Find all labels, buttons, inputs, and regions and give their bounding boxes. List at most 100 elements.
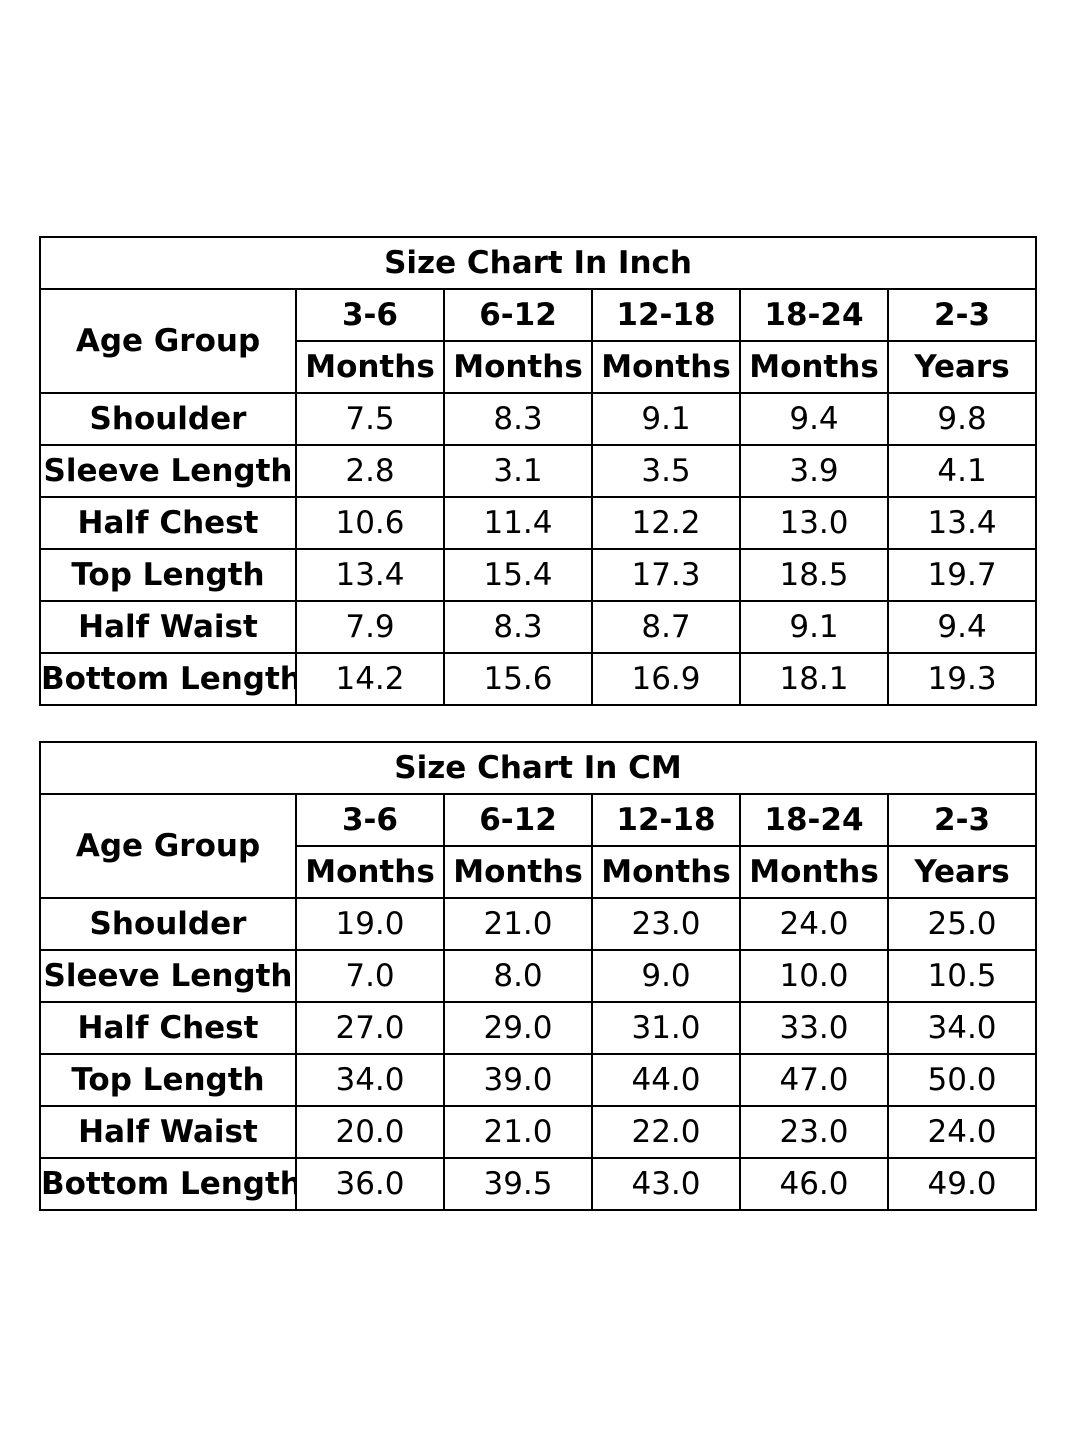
table-cell: 22.0 [591,1105,741,1159]
row-label: Top Length [39,1053,297,1107]
column-header-top: 3-6 [295,288,445,342]
table-cell: 7.5 [295,392,445,446]
table-cell: 3.5 [591,444,741,498]
table-cell: 2.8 [295,444,445,498]
table-row: Bottom Length 36.0 39.5 43.0 46.0 49.0 [39,1157,1038,1211]
table-cell: 8.3 [443,392,593,446]
table-cell: 47.0 [739,1053,889,1107]
table-cell: 14.2 [295,652,445,706]
table-row: Top Length 13.4 15.4 17.3 18.5 19.7 [39,548,1038,602]
column-header-top: 2-3 [886,793,1038,847]
column-header-bottom: Months [295,845,445,899]
table-cell: 17.3 [591,548,741,602]
table-row: Sleeve Length 7.0 8.0 9.0 10.0 10.5 [39,949,1038,1003]
row-label: Shoulder [39,392,297,446]
column-header-top: 6-12 [443,793,593,847]
table-row: Top Length 34.0 39.0 44.0 47.0 50.0 [39,1053,1038,1107]
table-cell: 9.1 [739,600,889,654]
size-chart-cm-body: Size Chart In CM Age Group 3-6 6-12 12-1… [38,741,1038,1211]
table-cell: 16.9 [591,652,741,706]
size-chart-inch-body: Size Chart In Inch Age Group 3-6 6-12 12… [38,236,1038,706]
table-cell: 13.0 [739,496,889,550]
table-cell: 3.1 [443,444,593,498]
column-header-bottom: Months [739,845,889,899]
table-cell: 13.4 [886,496,1038,550]
header-row: Age Group 3-6 6-12 12-18 18-24 2-3 [39,793,1038,899]
column-header-top: 12-18 [591,793,741,847]
table-cell: 9.4 [886,600,1038,654]
column-header-bottom: Months [443,340,593,394]
table-cell: 23.0 [591,897,741,951]
table-title-row: Size Chart In Inch [38,236,1038,290]
table-cell: 12.2 [591,496,741,550]
table-row: Half Chest 10.6 11.4 12.2 13.0 13.4 [39,496,1038,550]
size-chart-inch-table: Size Chart In Inch Age Group 3-6 6-12 12… [38,236,1038,706]
table-cell: 18.1 [739,652,889,706]
table-cell: 18.5 [739,548,889,602]
table-cell: 3.9 [739,444,889,498]
table-cell: 34.0 [295,1053,445,1107]
table-title: Size Chart In Inch [38,236,1038,290]
table-cell: 43.0 [591,1157,741,1211]
column-header-top: 6-12 [443,288,593,342]
column-header-bottom: Months [739,340,889,394]
column-header-top: 2-3 [886,288,1038,342]
table-row: Shoulder 19.0 21.0 23.0 24.0 25.0 [39,897,1038,951]
table-cell: 8.3 [443,600,593,654]
table-cell: 15.4 [443,548,593,602]
table-cell: 8.0 [443,949,593,1003]
table-cell: 10.5 [886,949,1038,1003]
row-label: Half Chest [39,496,297,550]
table-cell: 8.7 [591,600,741,654]
age-group-header: Age Group [39,288,297,394]
row-label: Bottom Length [39,1157,297,1211]
table-row: Shoulder 7.5 8.3 9.1 9.4 9.8 [39,392,1038,446]
table-row: Half Waist 20.0 21.0 22.0 23.0 24.0 [39,1105,1038,1159]
table-cell: 10.0 [739,949,889,1003]
table-cell: 9.1 [591,392,741,446]
table-cell: 39.0 [443,1053,593,1107]
header-row-sub: Months Months Months Months Years [40,340,1038,394]
table-cell: 23.0 [739,1105,889,1159]
table-cell: 7.0 [295,949,445,1003]
table-cell: 10.6 [295,496,445,550]
column-header-bottom: Months [443,845,593,899]
table-cell: 24.0 [739,897,889,951]
column-header-top: 18-24 [739,288,889,342]
table-cell: 7.9 [295,600,445,654]
row-label: Half Waist [39,1105,297,1159]
table-cell: 33.0 [739,1001,889,1055]
row-label: Sleeve Length [39,949,297,1003]
column-header-top: 3-6 [295,793,445,847]
table-cell: 29.0 [443,1001,593,1055]
table-cell: 15.6 [443,652,593,706]
table-cell: 21.0 [443,1105,593,1159]
table-cell: 19.3 [886,652,1038,706]
row-label: Sleeve Length [39,444,297,498]
table-cell: 50.0 [886,1053,1038,1107]
table-cell: 9.4 [739,392,889,446]
table-cell: 36.0 [295,1157,445,1211]
table-cell: 4.1 [886,444,1038,498]
row-label: Top Length [39,548,297,602]
row-label: Shoulder [39,897,297,951]
table-cell: 44.0 [591,1053,741,1107]
row-label: Half Waist [39,600,297,654]
header-row: Age Group 3-6 6-12 12-18 18-24 2-3 [39,288,1038,394]
age-group-header: Age Group [39,793,297,899]
table-cell: 49.0 [886,1157,1038,1211]
size-chart-cm-table: Size Chart In CM Age Group 3-6 6-12 12-1… [38,741,1038,1211]
table-cell: 25.0 [886,897,1038,951]
table-cell: 46.0 [739,1157,889,1211]
column-header-bottom: Years [886,340,1038,394]
table-row: Bottom Length 14.2 15.6 16.9 18.1 19.3 [39,652,1038,706]
table-cell: 27.0 [295,1001,445,1055]
table-cell: 34.0 [886,1001,1038,1055]
table-title: Size Chart In CM [38,741,1038,795]
table-row: Half Waist 7.9 8.3 8.7 9.1 9.4 [39,600,1038,654]
row-label: Half Chest [39,1001,297,1055]
column-header-bottom: Months [295,340,445,394]
table-cell: 24.0 [886,1105,1038,1159]
table-cell: 9.8 [886,392,1038,446]
table-cell: 11.4 [443,496,593,550]
